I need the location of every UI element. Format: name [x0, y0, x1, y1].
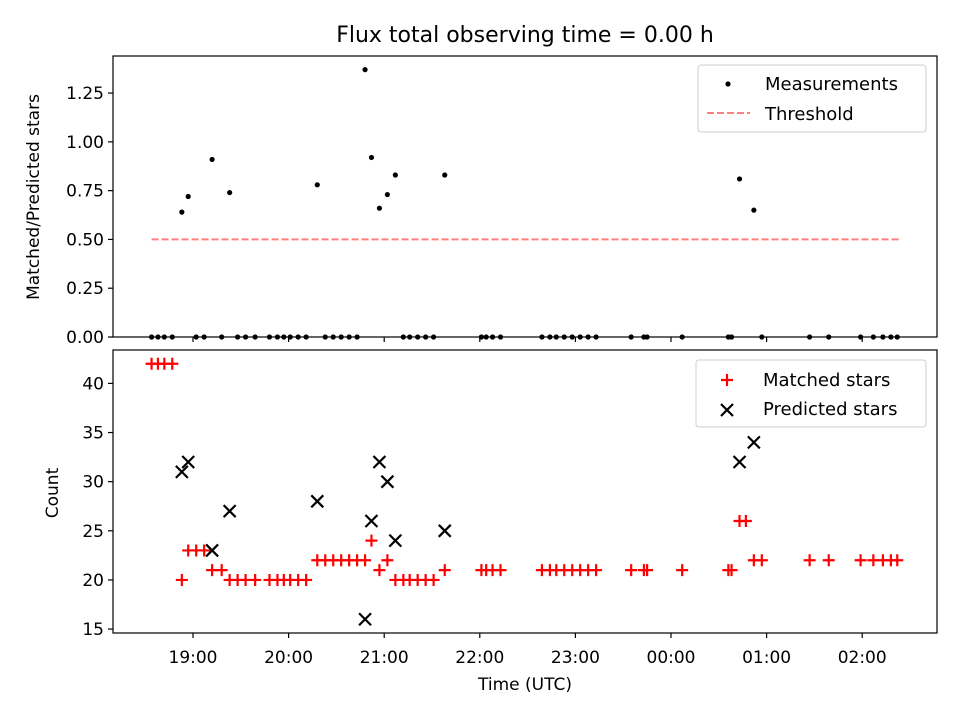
bottom-panel: 15 20 25 30 35 40 19:00 20:00 21:00 22:00 23:00 00… [43, 349, 938, 695]
bottom-marks [145, 357, 904, 627]
predicted-star-point [437, 524, 452, 538]
y-tick-label: 20 [82, 571, 104, 591]
measurement-point [384, 191, 390, 198]
matched-star-point [438, 564, 451, 577]
matched-star-point [854, 554, 867, 567]
measurement-point [376, 205, 383, 211]
matched-star-point [822, 554, 835, 567]
measurement-point [362, 67, 368, 73]
bottom-plot-frame [112, 349, 938, 634]
y-tick-label: 15 [82, 620, 104, 640]
measurement-point [209, 156, 215, 163]
matched-star-point [300, 573, 313, 586]
x-tick-label: 21:00 [360, 648, 409, 668]
bottom-legend: Matched stars Predicted stars [695, 359, 927, 428]
y-tick-label: 0.00 [66, 328, 104, 348]
measurement-point [442, 172, 448, 178]
top-y-ticks: 0.00 0.25 0.50 0.75 1.00 1.25 [66, 84, 113, 348]
matched-star-point [590, 564, 603, 577]
y-tick-label: 0.25 [66, 279, 104, 299]
x-tick-label: 20:00 [264, 648, 313, 668]
matched-star-point [891, 554, 904, 567]
y-tick-label: 30 [82, 473, 104, 493]
bottom-legend-frame [695, 359, 927, 428]
matched-star-point [175, 573, 188, 586]
matched-star-point [365, 534, 378, 547]
matched-star-point [166, 357, 179, 370]
matched-star-point [359, 554, 372, 567]
y-tick-label: 0.75 [66, 182, 104, 202]
matched-star-point [215, 564, 228, 577]
y-tick-label: 25 [82, 522, 104, 542]
matched-star-point [803, 554, 816, 567]
matched-star-point [381, 554, 394, 567]
top-panel: 0.00 0.25 0.50 0.75 1.00 1.25 Matched/Predict… [24, 55, 938, 348]
predicted-star-point [388, 533, 403, 548]
matched-star-point [625, 564, 638, 577]
matched-star-point [494, 564, 507, 577]
matched-star-point [641, 564, 654, 577]
matched-star-point [427, 573, 440, 586]
bottom-y-ticks: 15 20 25 30 35 40 [82, 374, 113, 640]
matched-star-point [373, 564, 386, 577]
figure-title: Flux total observing time = 0.00 h [336, 23, 714, 48]
predicted-star-point [222, 504, 237, 518]
measurement-point [736, 176, 743, 182]
legend-threshold-label: Threshold [764, 104, 854, 125]
matched-star-point [676, 564, 689, 577]
x-axis-label: Time (UTC) [477, 675, 572, 695]
top-y-axis-label: Matched/Predicted stars [24, 94, 44, 300]
bottom-x-ticks: 19:00 20:00 21:00 22:00 23:00 00:00 01:00 02:00 [169, 633, 887, 668]
predicted-star-point [364, 514, 379, 528]
measurement-point [185, 193, 191, 200]
measurement-point [314, 182, 320, 188]
top-x-ticks [192, 337, 863, 342]
legend-measurements-label: Measurements [765, 74, 898, 95]
x-tick-label: 19:00 [169, 648, 218, 668]
matched-star-point [739, 514, 752, 527]
predicted-star-point [205, 543, 219, 558]
measurement-point [227, 189, 233, 196]
y-tick-label: 0.50 [66, 230, 104, 250]
predicted-star-point [175, 465, 189, 479]
measurement-point [368, 154, 375, 161]
measurement-point [751, 207, 757, 213]
predicted-star-point [372, 455, 387, 469]
top-legend-frame [697, 64, 927, 133]
predicted-star-point [732, 455, 747, 469]
predicted-star-point [358, 612, 372, 627]
bottom-y-axis-label: Count [43, 467, 63, 518]
legend-predicted-marker [720, 403, 734, 417]
measurement-point [392, 172, 398, 178]
legend-plus-glyph [721, 374, 733, 386]
matched-star-point [249, 573, 262, 586]
matched-star-point [755, 554, 768, 567]
predicted-star-point [310, 494, 325, 509]
y-tick-label: 1.00 [66, 133, 104, 153]
matched-star-point [198, 544, 211, 557]
legend-x-glyph [720, 403, 734, 417]
matched-star-point [725, 564, 738, 577]
measurement-point [179, 209, 185, 215]
x-tick-label: 02:00 [838, 648, 887, 668]
x-tick-label: 00:00 [647, 648, 696, 668]
y-tick-label: 1.25 [66, 84, 104, 104]
y-tick-label: 40 [82, 374, 104, 394]
predicted-star-point [747, 435, 761, 450]
x-tick-label: 23:00 [551, 648, 600, 668]
y-tick-label: 35 [82, 424, 104, 444]
predicted-star-point [181, 455, 195, 469]
predicted-star-point [380, 474, 395, 489]
legend-predicted-label: Predicted stars [763, 399, 897, 420]
top-legend: Measurements Threshold [697, 64, 927, 133]
legend-matched-label: Matched stars [763, 370, 890, 391]
legend-measurements-marker [725, 81, 731, 87]
x-tick-label: 01:00 [742, 648, 791, 668]
top-plot-frame [112, 55, 938, 338]
legend-matched-marker [721, 374, 733, 386]
x-tick-label: 22:00 [455, 648, 504, 668]
